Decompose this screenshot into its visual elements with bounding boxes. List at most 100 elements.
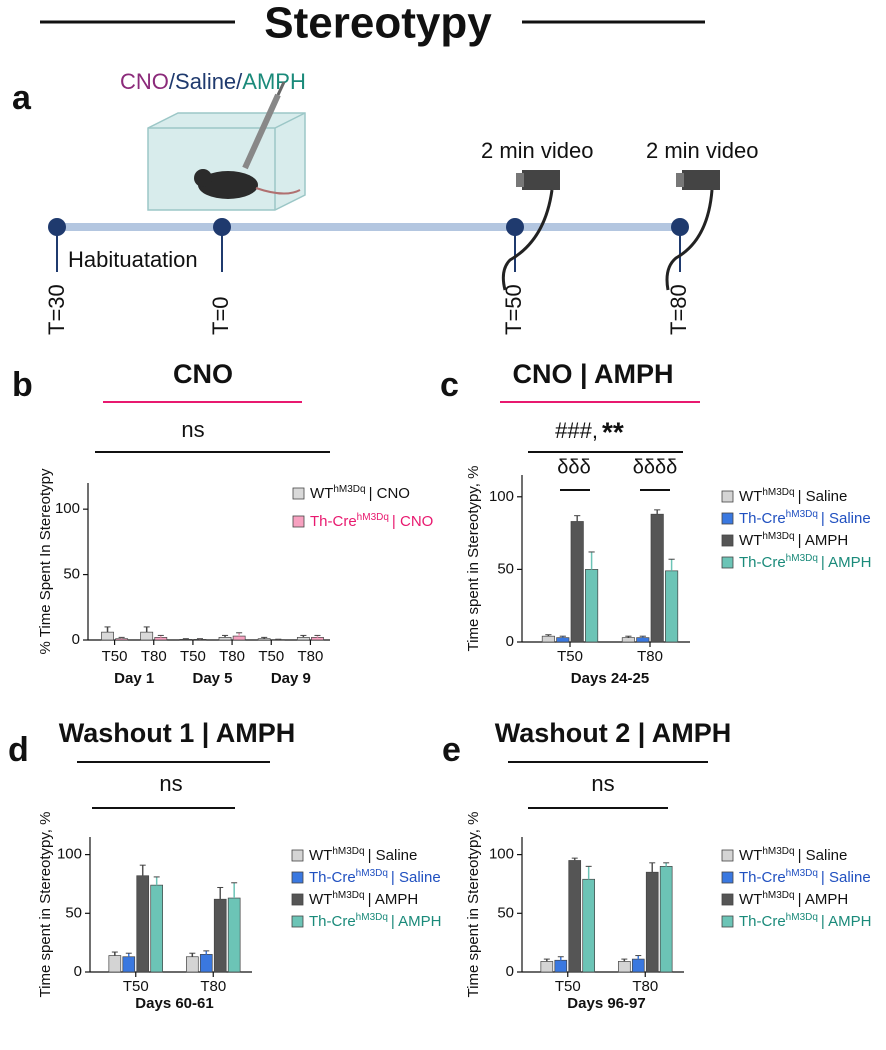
legend-superscript: hM3Dq <box>762 890 794 901</box>
legend-suffix: | AMPH <box>391 913 442 930</box>
legend-name: WT <box>739 532 762 549</box>
timepoint: T=0 <box>208 296 233 335</box>
panel-label: d <box>8 731 29 769</box>
group-label: Days 24-25 <box>571 670 649 687</box>
legend-swatch <box>721 893 734 906</box>
legend-suffix: | AMPH <box>821 554 872 571</box>
bar <box>631 958 645 973</box>
legend-label: Th-CrehM3Dq | AMPH <box>739 912 872 930</box>
y-tick-label: 0 <box>506 633 514 650</box>
legend-swatch <box>292 487 305 500</box>
timepoint: T=80 <box>666 284 691 335</box>
annotation: ns <box>159 771 182 796</box>
legend-label: Th-CrehM3Dq | AMPH <box>309 912 442 930</box>
bar <box>568 860 582 973</box>
bar <box>540 961 554 973</box>
legend-suffix: | Saline <box>391 869 441 886</box>
camera <box>501 170 560 291</box>
bar <box>585 569 599 643</box>
bar <box>227 897 241 973</box>
legend-label: WThM3Dq | AMPH <box>309 890 418 908</box>
x-tick-label: T80 <box>637 648 663 665</box>
bar <box>570 521 584 643</box>
bar <box>659 865 673 973</box>
bar <box>213 898 227 973</box>
camera <box>665 170 720 291</box>
legend-suffix: | AMPH <box>821 913 872 930</box>
bar <box>140 631 154 641</box>
legend-name: Th-Cre <box>309 913 356 930</box>
x-tick-label: T80 <box>141 648 167 665</box>
bar <box>218 637 232 641</box>
annotation: ###, <box>555 418 598 443</box>
bar <box>108 955 122 973</box>
legend-suffix: | AMPH <box>798 532 849 549</box>
bar <box>115 638 129 641</box>
legend-superscript: hM3Dq <box>333 484 365 495</box>
x-tick-label: T80 <box>219 648 245 665</box>
panel-label: e <box>442 731 461 769</box>
chart-title: Washout 1 | AMPH <box>59 718 296 748</box>
bar <box>154 637 168 641</box>
y-tick-label: 50 <box>63 566 80 583</box>
panel-label: a <box>12 79 32 117</box>
group-label: Days 60-61 <box>135 995 213 1012</box>
bar <box>556 637 570 643</box>
legend-name: Th-Cre <box>310 513 357 530</box>
group-label: Day 9 <box>271 670 311 687</box>
chart-title: Washout 2 | AMPH <box>495 718 732 748</box>
drug: Saline <box>175 69 236 94</box>
legend-superscript: hM3Dq <box>332 846 364 857</box>
x-tick-label: T80 <box>200 978 226 995</box>
syringe <box>242 93 281 170</box>
legend-superscript: hM3Dq <box>786 912 818 923</box>
y-tick-label: 50 <box>497 904 514 921</box>
x-tick-label: T50 <box>555 978 581 995</box>
legend-superscript: hM3Dq <box>786 868 818 879</box>
legend-superscript: hM3Dq <box>332 890 364 901</box>
panel-label: b <box>12 366 33 404</box>
y-tick-label: 100 <box>489 488 514 505</box>
bar <box>554 959 568 973</box>
annotation: ** <box>602 416 624 447</box>
legend-label: Th-CrehM3Dq | Saline <box>309 868 441 886</box>
phase-label: Habituatation <box>68 247 198 272</box>
y-tick-label: 50 <box>497 560 514 577</box>
bar <box>311 637 324 641</box>
bar <box>582 878 596 973</box>
legend-swatch <box>721 512 734 525</box>
legend-superscript: hM3Dq <box>356 868 388 879</box>
y-tick-label: 0 <box>74 963 82 980</box>
legend-superscript: hM3Dq <box>356 912 388 923</box>
bar <box>617 961 631 973</box>
panel-label: c <box>440 366 459 404</box>
bar <box>101 631 114 641</box>
timeline-dots <box>48 218 689 236</box>
bar <box>621 637 635 643</box>
drug: CNO <box>120 69 169 94</box>
legend-swatch <box>721 556 734 569</box>
bar <box>179 638 193 641</box>
chart-title: CNO | AMPH <box>512 359 673 389</box>
y-tick-label: 0 <box>72 631 80 648</box>
legend-name: Th-Cre <box>739 554 786 571</box>
legend-swatch <box>721 534 734 547</box>
drug: AMPH <box>242 69 306 94</box>
legend-superscript: hM3Dq <box>357 512 389 523</box>
legend-suffix: | Saline <box>798 847 848 864</box>
legend-name: Th-Cre <box>739 510 786 527</box>
bar <box>541 635 555 643</box>
legend-suffix: | Saline <box>798 488 848 505</box>
legend-swatch <box>292 515 305 528</box>
y-axis-label: Time spent in Stereotypy, % <box>37 812 54 998</box>
legend-name: WT <box>309 891 332 908</box>
legend-superscript: hM3Dq <box>786 553 818 564</box>
legend-swatch <box>721 849 734 862</box>
legend-swatch <box>291 849 304 862</box>
bar <box>199 954 213 973</box>
drug-list: CNO/Saline/AMPH <box>120 69 306 94</box>
legend-name: WT <box>309 847 332 864</box>
x-tick-label: T80 <box>632 978 658 995</box>
x-tick-label: T50 <box>557 648 583 665</box>
